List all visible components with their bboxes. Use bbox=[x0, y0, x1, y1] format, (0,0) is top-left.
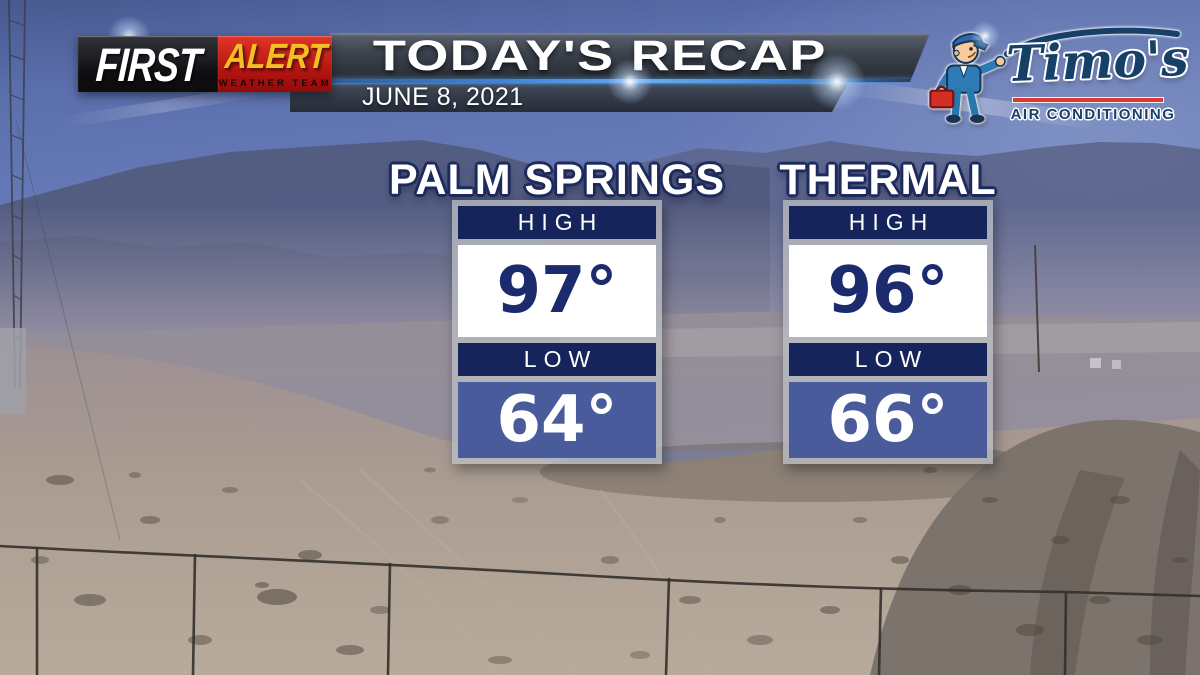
location-label-thermal: THERMAL bbox=[779, 156, 997, 204]
ravine-streak-2 bbox=[1150, 450, 1200, 675]
low-value: 66° bbox=[827, 383, 949, 457]
brand-first-label: FIRST bbox=[94, 37, 202, 91]
utility-pole bbox=[1034, 244, 1121, 373]
sponsor-tagline: AIR CONDITIONING bbox=[1010, 106, 1176, 123]
brand-alert-label: ALERT bbox=[223, 37, 329, 76]
location-label-palm-springs: PALM SPRINGS bbox=[388, 156, 726, 204]
sponsor-logo: Timo's AIR CONDITIONING bbox=[925, 16, 1195, 128]
high-value-box: 96° bbox=[789, 245, 987, 337]
low-value-box: 66° bbox=[789, 382, 987, 458]
weather-card-palm-springs: HIGH 97° LOW 64° bbox=[452, 200, 662, 464]
sponsor-underline bbox=[1013, 98, 1163, 102]
first-alert-logo: FIRST ALERT WEATHER TEAM bbox=[78, 36, 332, 92]
radio-tower bbox=[8, 0, 121, 541]
high-value: 96° bbox=[827, 254, 949, 328]
sponsor-name: Timo's bbox=[1005, 28, 1190, 94]
equipment-shed bbox=[0, 328, 26, 414]
low-label: LOW bbox=[789, 343, 987, 376]
title-banner: TODAY'S RECAP bbox=[330, 33, 930, 82]
high-value-box: 97° bbox=[458, 245, 656, 337]
page-title: TODAY'S RECAP bbox=[372, 32, 827, 80]
low-label: LOW bbox=[458, 343, 656, 376]
low-value-box: 64° bbox=[458, 382, 656, 458]
sand-tracks bbox=[299, 468, 712, 675]
high-label: HIGH bbox=[458, 206, 656, 239]
broadcast-date: JUNE 8, 2021 bbox=[362, 83, 524, 111]
brand-alert-block: ALERT WEATHER TEAM bbox=[218, 36, 332, 92]
sponsor-swash bbox=[1004, 27, 1180, 57]
brand-first-block: FIRST bbox=[78, 36, 218, 92]
high-label: HIGH bbox=[789, 206, 987, 239]
high-value: 97° bbox=[496, 254, 618, 328]
date-banner: JUNE 8, 2021 bbox=[290, 83, 848, 112]
low-value: 64° bbox=[496, 383, 618, 457]
brand-tagline: WEATHER TEAM bbox=[218, 78, 332, 89]
accent-line bbox=[330, 79, 914, 83]
chain-link-fence bbox=[0, 544, 1200, 675]
desert-shrubs bbox=[31, 467, 1188, 664]
ravine-streaks bbox=[1030, 470, 1125, 675]
weather-card-thermal: HIGH 96° LOW 66° bbox=[783, 200, 993, 464]
